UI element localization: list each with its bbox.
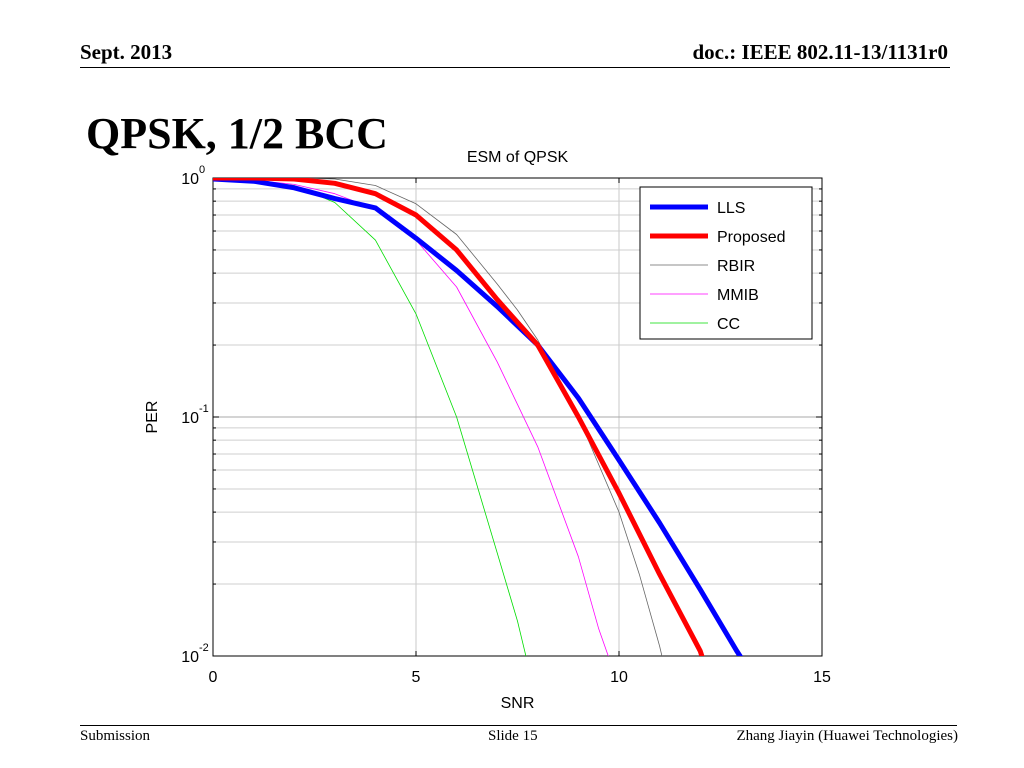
x-axis-label: SNR [501,695,535,712]
y-tick-label-exponent: 0 [199,164,205,176]
footer-slide-number: Slide 15 [488,728,538,744]
x-tick-label: 5 [412,669,421,686]
footer-author: Zhang Jiayin (Huawei Technologies) [736,728,958,744]
header-rule [80,67,950,68]
legend-box [639,186,813,340]
chart-series [213,178,744,656]
y-tick-label: 10 [181,649,199,666]
header-doc-id: doc.: IEEE 802.11-13/1131r0 [692,40,948,64]
series-line-proposed [213,178,705,656]
legend-label: LLS [717,200,745,217]
x-tick-label: 0 [209,669,218,686]
y-axis-label: PER [144,401,161,434]
legend-label: Proposed [717,229,786,246]
y-tick-label-exponent: -1 [199,403,209,415]
legend-label: CC [717,316,740,333]
footer-rule [80,725,957,726]
y-tick-label: 10 [181,410,199,427]
legend-label: RBIR [717,258,755,275]
chart-legend: LLS Proposed RBIR MMIB CC [639,186,813,340]
header-date: Sept. 2013 [80,40,173,64]
chart-title: ESM of QPSK [467,149,569,166]
footer-submission: Submission [80,728,151,744]
y-tick-label-exponent: -2 [199,642,209,654]
y-tick-label: 10 [181,171,199,188]
x-tick-label: 15 [813,669,831,686]
series-line-lls [213,178,744,656]
slide-title: QPSK, 1/2 BCC [86,109,388,158]
chart-grid [213,178,822,656]
legend-label: MMIB [717,287,759,304]
x-tick-labels: 0 5 10 15 [209,669,831,686]
x-tick-label: 10 [610,669,628,686]
series-line-mmib [213,178,609,656]
series-line-cc [213,178,527,656]
